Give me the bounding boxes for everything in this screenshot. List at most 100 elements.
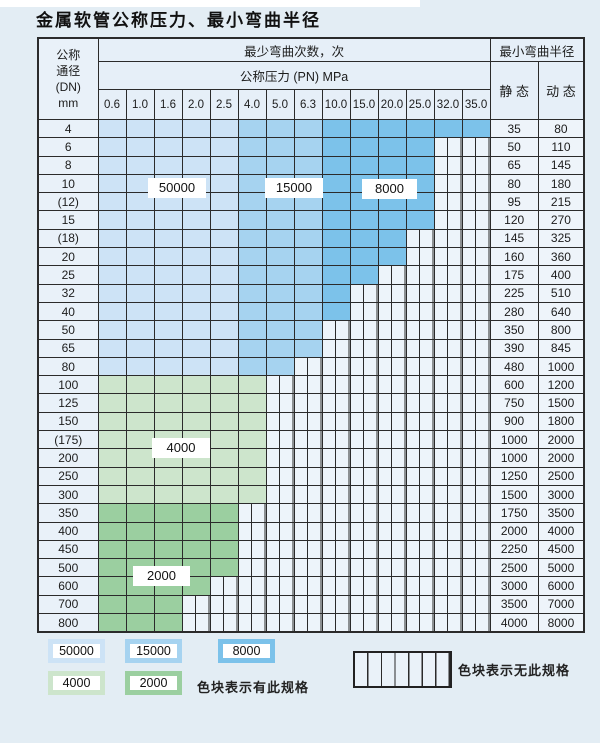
spec-cell	[321, 210, 351, 230]
static-radius-cell: 35	[489, 118, 539, 139]
spec-cell	[209, 118, 239, 139]
spec-cell	[321, 320, 351, 340]
spec-cell	[237, 301, 267, 322]
spec-cell	[377, 356, 407, 377]
spec-cell	[349, 448, 379, 468]
spec-cell	[153, 210, 183, 230]
spec-cell	[209, 466, 239, 486]
pressure-radius-table: 公称 通径 (DN) mm 最少弯曲次数，次 最小弯曲半径 公称压力 (PN) …	[37, 37, 586, 634]
spec-cell	[433, 228, 463, 249]
dn-cell: 100	[37, 375, 99, 395]
spec-cell	[209, 228, 239, 249]
spec-cell	[97, 411, 127, 432]
spec-cell	[349, 503, 379, 523]
pressure-column-header: 1.6	[153, 89, 183, 120]
spec-cell	[125, 393, 155, 413]
spec-cell	[461, 484, 491, 505]
spec-cell	[237, 594, 267, 615]
spec-cell	[377, 411, 407, 432]
spec-cell	[97, 283, 127, 303]
spec-cell	[97, 576, 127, 596]
spec-cell	[405, 210, 435, 230]
spec-cell	[181, 320, 211, 340]
spec-cell	[377, 118, 407, 139]
spec-cell	[209, 301, 239, 322]
table-row: 25 175 400	[37, 265, 585, 285]
spec-cell	[153, 539, 183, 560]
spec-cell	[293, 430, 323, 450]
static-radius-cell: 3500	[489, 594, 539, 615]
spec-cell	[125, 338, 155, 358]
dynamic-radius-cell: 3500	[537, 503, 585, 523]
dynamic-radius-cell: 215	[537, 192, 585, 212]
static-radius-cell: 1000	[489, 430, 539, 450]
spec-cell	[349, 338, 379, 358]
spec-cell	[97, 539, 127, 560]
spec-cell	[321, 265, 351, 285]
spec-cell	[321, 430, 351, 450]
pressure-column-header: 0.6	[97, 89, 127, 120]
spec-cell	[433, 338, 463, 358]
table-row: 4 35 80	[37, 118, 585, 139]
dn-cell: 8	[37, 155, 99, 175]
dn-cell: 300	[37, 484, 99, 505]
spec-cell	[293, 118, 323, 139]
spec-cell	[237, 137, 267, 157]
spec-cell	[153, 118, 183, 139]
spec-cell	[209, 265, 239, 285]
dynamic-radius-cell: 360	[537, 247, 585, 267]
spec-cell	[237, 265, 267, 285]
spec-cell	[461, 503, 491, 523]
spec-cell	[349, 118, 379, 139]
dn-cell: 50	[37, 320, 99, 340]
spec-cell	[349, 430, 379, 450]
dn-header-line: 公称	[56, 47, 81, 62]
spec-cell	[153, 393, 183, 413]
dn-header-line: (DN)	[55, 80, 81, 94]
spec-cell	[237, 247, 267, 267]
table-row: 32 225 510	[37, 283, 585, 303]
spec-cell	[125, 375, 155, 395]
dynamic-radius-cell: 4500	[537, 539, 585, 560]
spec-cell	[349, 576, 379, 596]
spec-cell	[349, 265, 379, 285]
spec-cell	[125, 283, 155, 303]
spec-cell	[125, 247, 155, 267]
spec-cell	[461, 137, 491, 157]
spec-cell	[405, 521, 435, 541]
spec-cell	[461, 430, 491, 450]
spec-cell	[237, 411, 267, 432]
spec-cell	[405, 265, 435, 285]
spec-cell	[265, 539, 295, 560]
spec-cell	[181, 411, 211, 432]
spec-cell	[461, 375, 491, 395]
spec-cell	[97, 338, 127, 358]
spec-cell	[377, 228, 407, 249]
dynamic-radius-cell: 6000	[537, 576, 585, 596]
spec-cell	[349, 301, 379, 322]
min-radius-header: 最小弯曲半径	[489, 37, 585, 62]
pressure-column-header: 6.3	[293, 89, 323, 120]
spec-cell	[461, 613, 491, 633]
spec-cell	[209, 558, 239, 578]
static-radius-cell: 480	[489, 356, 539, 377]
spec-cell	[461, 539, 491, 560]
spec-cell	[405, 558, 435, 578]
spec-cell	[321, 192, 351, 212]
static-radius-cell: 1500	[489, 484, 539, 505]
spec-cell	[153, 247, 183, 267]
table-row: (175) 1000 2000	[37, 430, 585, 450]
dn-cell: (175)	[37, 430, 99, 450]
spec-cell	[293, 558, 323, 578]
spec-cell	[265, 320, 295, 340]
spec-cell	[237, 558, 267, 578]
spec-cell	[349, 613, 379, 633]
spec-cell	[461, 265, 491, 285]
spec-cell	[461, 411, 491, 432]
static-radius-cell: 2500	[489, 558, 539, 578]
spec-cell	[461, 210, 491, 230]
spec-cell	[181, 356, 211, 377]
dn-cell: 80	[37, 356, 99, 377]
spec-cell	[97, 192, 127, 212]
dynamic-radius-cell: 180	[537, 173, 585, 194]
